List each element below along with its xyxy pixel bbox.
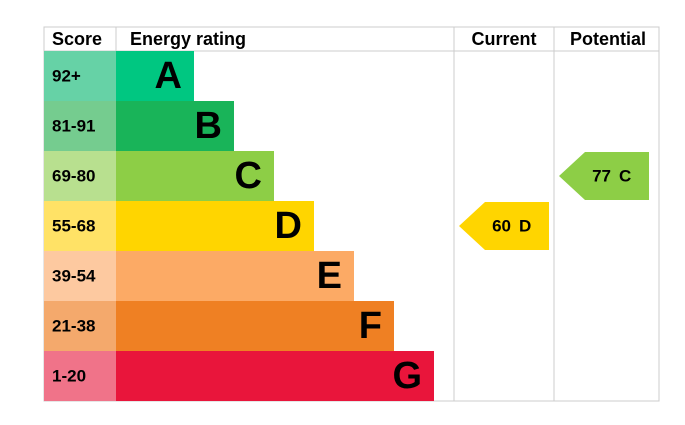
score-cell xyxy=(44,351,116,401)
score-cell xyxy=(44,201,116,251)
rating-bar xyxy=(116,101,234,151)
header-score: Score xyxy=(52,29,102,49)
current-arrow xyxy=(459,202,549,250)
rating-letter: C xyxy=(235,155,262,197)
header-potential: Potential xyxy=(570,29,646,49)
rating-letter: D xyxy=(275,205,302,247)
score-cell xyxy=(44,151,116,201)
score-label: 1-20 xyxy=(52,366,86,385)
current-rating: D xyxy=(519,216,531,235)
score-label: 39-54 xyxy=(52,266,96,285)
potential-rating: C xyxy=(619,166,631,185)
score-cell xyxy=(44,101,116,151)
rating-bar xyxy=(116,151,274,201)
score-label: 55-68 xyxy=(52,216,95,235)
score-cell xyxy=(44,301,116,351)
rating-letter: G xyxy=(392,355,422,397)
rating-bar xyxy=(116,301,394,351)
header-current: Current xyxy=(471,29,536,49)
rating-letter: F xyxy=(359,305,382,347)
score-label: 92+ xyxy=(52,66,81,85)
rating-letter: A xyxy=(155,55,182,97)
rating-letter: B xyxy=(195,105,222,147)
score-label: 69-80 xyxy=(52,166,95,185)
rating-bar xyxy=(116,51,194,101)
header-rating: Energy rating xyxy=(130,29,246,49)
current-value: 60 xyxy=(492,216,511,235)
rating-letter: E xyxy=(317,255,342,297)
score-cell xyxy=(44,251,116,301)
rating-bar xyxy=(116,201,314,251)
score-cell xyxy=(44,51,116,101)
score-label: 21-38 xyxy=(52,316,95,335)
potential-value: 77 xyxy=(592,166,611,185)
potential-arrow xyxy=(559,152,649,200)
rating-bar xyxy=(116,251,354,301)
score-label: 81-91 xyxy=(52,116,95,135)
rating-bar xyxy=(116,351,434,401)
